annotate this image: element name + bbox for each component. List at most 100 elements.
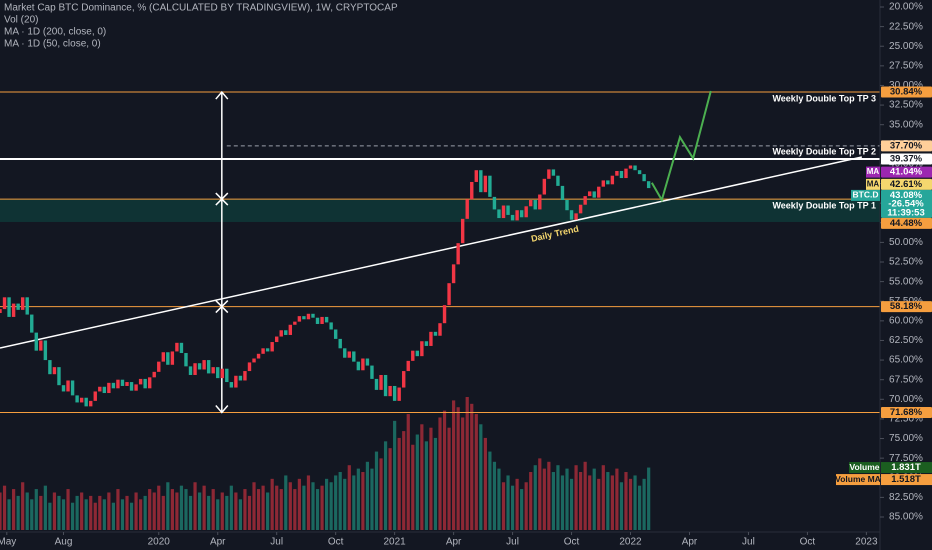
volume-bar bbox=[370, 468, 374, 530]
volume-bar bbox=[560, 475, 565, 530]
volume-bar bbox=[48, 502, 52, 530]
volume-bar bbox=[438, 417, 442, 530]
volume-ma-tag-box bbox=[836, 474, 880, 486]
volume-bar bbox=[374, 451, 379, 530]
candle-body bbox=[152, 371, 156, 378]
volume-bar bbox=[510, 485, 515, 530]
level-annotation: Weekly Double Top TP 3 bbox=[772, 93, 876, 103]
volume-bar bbox=[202, 485, 206, 530]
volume-bar bbox=[120, 499, 125, 530]
y-tick-label: 77.50% bbox=[889, 453, 923, 464]
candle-body bbox=[633, 165, 637, 171]
indicator-legend: MA · 1D (200, close, 0) bbox=[4, 27, 106, 38]
projection-path bbox=[650, 90, 712, 203]
y-tick-label: 20.00% bbox=[889, 2, 923, 13]
volume-bar bbox=[84, 499, 88, 530]
candle-body bbox=[179, 342, 184, 354]
volume-bar bbox=[193, 482, 197, 530]
price-label-box bbox=[881, 86, 932, 98]
volume-bar bbox=[465, 397, 469, 530]
candle-body bbox=[560, 185, 565, 201]
volume-bar bbox=[551, 472, 556, 530]
candle-body bbox=[587, 191, 592, 197]
volume-bar bbox=[488, 451, 492, 530]
candle-body bbox=[129, 382, 134, 391]
candle-body bbox=[397, 387, 401, 401]
candle-body bbox=[497, 209, 501, 219]
candle-body bbox=[583, 196, 587, 205]
candle-body bbox=[383, 374, 388, 397]
candle-body bbox=[333, 329, 338, 339]
x-tick-label: 2020 bbox=[148, 537, 171, 548]
candle-body bbox=[34, 332, 38, 351]
candle-body bbox=[247, 362, 252, 372]
candle-body bbox=[261, 348, 265, 354]
y-tick-label: 22.50% bbox=[889, 21, 923, 32]
candle-body bbox=[624, 168, 628, 179]
price-label: 37.70% bbox=[890, 140, 923, 151]
y-tick-label: 25.00% bbox=[889, 41, 923, 52]
y-tick-label: 70.00% bbox=[889, 394, 923, 405]
candle-body bbox=[138, 378, 143, 385]
candle-body bbox=[615, 170, 619, 176]
candle-body bbox=[297, 316, 302, 322]
candle-body bbox=[610, 175, 615, 185]
volume-bar bbox=[506, 475, 510, 530]
volume-bar bbox=[61, 499, 66, 530]
candle-body bbox=[488, 175, 492, 197]
arrow-head bbox=[215, 90, 229, 100]
x-tick-label: May bbox=[0, 537, 16, 548]
candle-body bbox=[175, 342, 179, 352]
volume-bar bbox=[175, 492, 179, 530]
candle-body bbox=[188, 366, 193, 375]
candle-body bbox=[361, 358, 365, 371]
candle-body bbox=[166, 352, 170, 365]
x-tick-label: Apr bbox=[446, 537, 462, 548]
candle-body bbox=[519, 210, 524, 218]
y-tick-label: 85.00% bbox=[889, 512, 923, 523]
candle-body bbox=[492, 196, 497, 210]
volume-bar bbox=[497, 468, 501, 530]
volume-bar bbox=[270, 478, 274, 530]
volume-bar bbox=[356, 468, 360, 530]
volume-bar bbox=[529, 472, 533, 530]
volume-bar bbox=[0, 492, 2, 530]
volume-bar bbox=[601, 465, 605, 530]
volume-bar bbox=[433, 437, 438, 530]
candle-body bbox=[7, 297, 11, 317]
candle-body bbox=[193, 363, 197, 375]
candle-body bbox=[538, 194, 542, 210]
volume-bar bbox=[102, 499, 106, 530]
volume-bar bbox=[647, 467, 651, 530]
chart-title: Market Cap BTC Dominance, % (CALCULATED … bbox=[4, 3, 398, 14]
candle-body bbox=[460, 218, 465, 244]
candle-body bbox=[529, 200, 533, 207]
price-label: 41.04% bbox=[890, 167, 923, 178]
volume-bar bbox=[315, 489, 320, 530]
candle-body bbox=[293, 321, 297, 325]
volume-bar bbox=[52, 492, 57, 530]
volume-bar bbox=[619, 482, 624, 530]
volume-bar bbox=[275, 485, 279, 530]
candle-body bbox=[424, 341, 429, 346]
candle-body bbox=[275, 336, 279, 343]
candle-body bbox=[365, 358, 370, 366]
candle-body bbox=[533, 200, 537, 210]
y-tick-label: 32.50% bbox=[889, 100, 923, 111]
volume-bar bbox=[615, 468, 619, 530]
volume-bar bbox=[166, 482, 170, 530]
y-tick-label: 60.00% bbox=[889, 315, 923, 326]
price-label-box bbox=[881, 178, 932, 190]
y-tick-label: 35.00% bbox=[889, 119, 923, 130]
volume-bar bbox=[610, 475, 614, 530]
volume-bar bbox=[365, 461, 370, 530]
candle-body bbox=[420, 341, 424, 357]
level-annotation: Weekly Double Top TP 2 bbox=[772, 146, 876, 156]
volume-bar bbox=[179, 485, 184, 530]
volume-bar bbox=[197, 492, 202, 530]
volume-bar bbox=[542, 468, 546, 530]
price-label-box bbox=[881, 153, 932, 165]
price-label: 43.08% bbox=[890, 190, 923, 201]
candle-body bbox=[184, 353, 188, 367]
price-label: 39.37% bbox=[890, 153, 923, 164]
